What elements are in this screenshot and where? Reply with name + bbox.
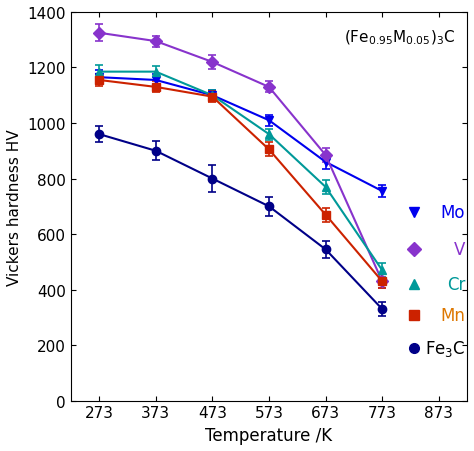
Text: (Fe$_{0.95}$M$_{0.05}$)$_3$C: (Fe$_{0.95}$M$_{0.05}$)$_3$C — [344, 28, 455, 47]
Y-axis label: Vickers hardness HV: Vickers hardness HV — [7, 129, 22, 285]
Text: Fe$_3$C: Fe$_3$C — [425, 338, 465, 359]
Text: Cr: Cr — [447, 276, 465, 294]
Text: Mo: Mo — [440, 204, 465, 221]
Text: Mn: Mn — [440, 306, 465, 324]
Text: V: V — [454, 240, 465, 258]
X-axis label: Temperature /K: Temperature /K — [205, 426, 333, 444]
